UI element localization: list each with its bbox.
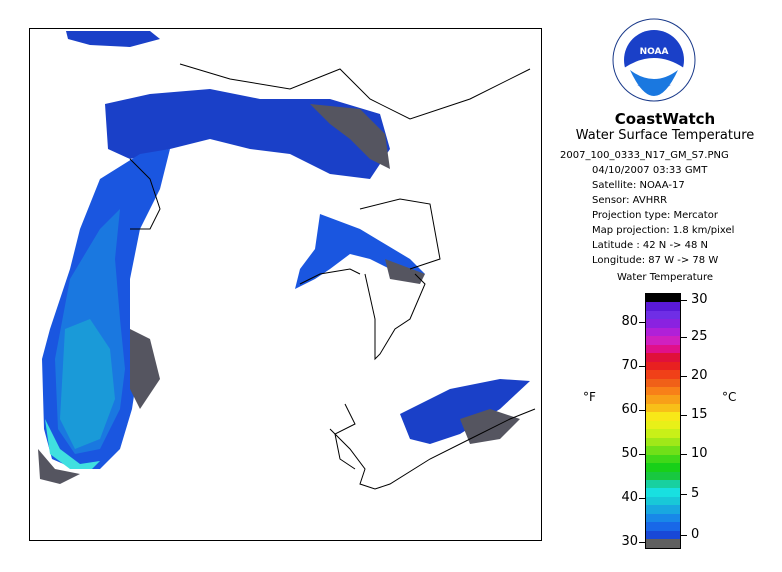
celsius-tick-label: 25 — [691, 329, 708, 344]
fahrenheit-tick-label: 70 — [621, 358, 638, 373]
satellite-map[interactable] — [29, 28, 542, 541]
color-swatch — [646, 370, 680, 379]
color-swatch — [646, 327, 680, 337]
fahrenheit-tick-label: 40 — [621, 490, 638, 505]
celsius-tick-label: 5 — [691, 486, 700, 501]
color-swatch — [646, 479, 680, 489]
color-swatch — [646, 505, 680, 514]
fahrenheit-tick-label: 60 — [621, 402, 638, 417]
fahrenheit-tick-mark — [639, 542, 645, 543]
cloud-erie — [460, 409, 520, 444]
color-swatch — [646, 361, 680, 371]
fahrenheit-tick-label: 80 — [621, 314, 638, 329]
meta-longitude: Longitude: 87 W -> 78 W — [592, 255, 719, 266]
color-swatch — [646, 488, 680, 497]
color-swatch — [646, 437, 680, 447]
color-swatch — [646, 513, 680, 523]
metadata-block: 2007_100_0333_N17_GM_S7.PNG 04/10/2007 0… — [560, 148, 775, 268]
celsius-tick-label: 30 — [691, 292, 708, 307]
celsius-tick-mark — [681, 300, 687, 301]
fahrenheit-tick-mark — [639, 322, 645, 323]
color-swatch — [646, 446, 680, 455]
color-swatch — [646, 454, 680, 464]
color-swatch — [646, 378, 680, 387]
fahrenheit-tick-label: 30 — [621, 534, 638, 549]
color-swatch — [646, 353, 680, 362]
cloud-lm-east — [130, 329, 160, 409]
meta-latitude: Latitude : 42 N -> 48 N — [592, 240, 708, 251]
color-swatch — [646, 294, 680, 303]
coastlines — [129, 63, 536, 490]
celsius-tick-mark — [681, 376, 687, 377]
color-swatch — [646, 463, 680, 472]
color-swatch — [646, 471, 680, 480]
meta-filename: 2007_100_0333_N17_GM_S7.PNG — [560, 150, 729, 161]
celsius-tick-mark — [681, 535, 687, 536]
color-swatch — [646, 344, 680, 354]
noaa-logo-text: NOAA — [640, 47, 669, 57]
color-swatch — [646, 386, 680, 396]
meta-datetime: 04/10/2007 03:33 GMT — [592, 165, 708, 176]
map-svg — [38, 31, 536, 490]
color-swatch — [646, 395, 680, 404]
color-swatch — [646, 302, 680, 311]
celsius-tick-label: 20 — [691, 368, 708, 383]
meta-map-projection: Map projection: 1.8 km/pixel — [592, 225, 735, 236]
lake-michigan-edge — [45, 419, 100, 469]
meta-projection-type: Projection type: Mercator — [592, 210, 718, 221]
cloud-georgian — [385, 259, 425, 284]
color-swatch — [646, 420, 680, 430]
legend-title: Water Temperature — [616, 272, 714, 283]
color-swatch — [646, 496, 680, 506]
celsius-tick-label: 15 — [691, 407, 708, 422]
meta-sensor: Sensor: AVHRR — [592, 195, 668, 206]
celsius-tick-mark — [681, 337, 687, 338]
noaa-logo: NOAA — [612, 18, 696, 102]
lake-erie-water — [400, 379, 530, 444]
color-scale — [645, 293, 681, 549]
color-swatch — [646, 403, 680, 413]
color-swatch — [646, 530, 680, 540]
celsius-tick-label: 10 — [691, 446, 708, 461]
fahrenheit-tick-mark — [639, 366, 645, 367]
app-title: CoastWatch — [614, 110, 716, 128]
color-swatch — [646, 429, 680, 438]
lake-superior-water — [66, 31, 160, 47]
fahrenheit-tick-label: 50 — [621, 446, 638, 461]
fahrenheit-tick-mark — [639, 454, 645, 455]
lake-michigan-warm — [60, 319, 115, 449]
celsius-tick-label: 0 — [691, 527, 700, 542]
unit-celsius: °C — [722, 390, 737, 404]
celsius-tick-mark — [681, 454, 687, 455]
color-swatch — [646, 522, 680, 531]
fahrenheit-tick-mark — [639, 498, 645, 499]
cloud-north — [310, 104, 390, 169]
color-swatch — [646, 319, 680, 328]
celsius-tick-mark — [681, 415, 687, 416]
color-swatch — [646, 412, 680, 421]
color-swatch — [646, 539, 680, 548]
color-swatch — [646, 336, 680, 345]
unit-fahrenheit: °F — [583, 390, 596, 404]
cloud-lm-south — [38, 449, 80, 484]
fahrenheit-tick-mark — [639, 410, 645, 411]
color-swatch — [646, 310, 680, 320]
celsius-tick-mark — [681, 494, 687, 495]
app-subtitle: Water Surface Temperature — [575, 128, 755, 143]
meta-satellite: Satellite: NOAA-17 — [592, 180, 685, 191]
